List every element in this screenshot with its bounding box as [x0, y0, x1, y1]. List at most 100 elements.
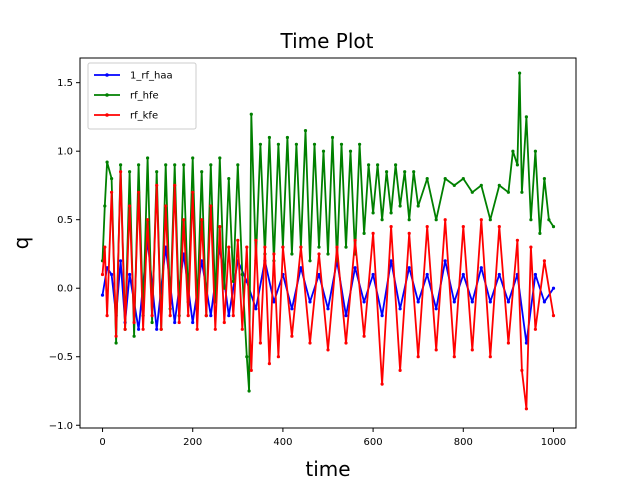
- data-point-rf_hfe: [103, 204, 107, 208]
- data-point-rf_kfe: [209, 204, 213, 208]
- data-point-rf_hfe: [173, 163, 177, 167]
- data-point-1_rf_haa: [344, 314, 348, 318]
- data-point-rf_hfe: [321, 149, 326, 153]
- data-point-rf_hfe: [538, 231, 542, 235]
- data-point-rf_hfe: [164, 163, 168, 167]
- data-point-rf_hfe: [551, 225, 556, 229]
- data-point-rf_hfe: [240, 272, 244, 277]
- data-point-rf_hfe: [110, 177, 114, 181]
- data-point-rf_kfe: [290, 334, 294, 338]
- data-point-rf_kfe: [110, 190, 114, 194]
- data-point-rf_hfe: [146, 156, 150, 160]
- legend-marker-rf_hfe: [105, 93, 109, 97]
- data-point-rf_hfe: [227, 177, 231, 181]
- data-point-rf_hfe: [114, 341, 118, 345]
- data-point-rf_kfe: [461, 225, 465, 229]
- data-point-rf_kfe: [123, 327, 127, 331]
- data-point-rf_hfe: [452, 183, 456, 187]
- data-point-rf_kfe: [191, 190, 195, 194]
- data-point-rf_hfe: [511, 149, 515, 153]
- data-point-rf_hfe: [533, 149, 538, 153]
- data-point-1_rf_haa: [416, 300, 420, 304]
- data-point-rf_hfe: [362, 231, 366, 235]
- data-point-rf_hfe: [155, 170, 159, 174]
- data-point-rf_kfe: [529, 245, 533, 249]
- data-point-rf_hfe: [367, 163, 371, 167]
- data-point-rf_kfe: [204, 314, 208, 318]
- data-point-rf_kfe: [533, 327, 538, 331]
- legend-marker-rf_kfe: [105, 113, 109, 117]
- data-point-rf_kfe: [218, 225, 222, 229]
- data-point-rf_kfe: [389, 225, 393, 229]
- data-point-rf_kfe: [434, 348, 438, 352]
- data-point-rf_kfe: [317, 252, 321, 256]
- legend-label: rf_kfe: [130, 111, 158, 122]
- data-point-rf_kfe: [497, 225, 501, 229]
- series-line-rf_kfe: [101, 170, 555, 410]
- data-point-rf_hfe: [267, 135, 271, 140]
- data-point-rf_kfe: [168, 314, 172, 318]
- chart-title: Time Plot: [280, 29, 374, 53]
- x-tick-label: 800: [454, 437, 473, 448]
- data-point-rf_kfe: [132, 320, 136, 325]
- data-point-rf_hfe: [348, 149, 353, 153]
- data-point-rf_hfe: [385, 170, 389, 174]
- data-point-1_rf_haa: [254, 307, 258, 311]
- data-point-1_rf_haa: [443, 259, 447, 263]
- data-point-rf_kfe: [515, 238, 520, 242]
- data-point-1_rf_haa: [100, 293, 105, 297]
- data-point-rf_hfe: [330, 135, 335, 140]
- data-point-rf_hfe: [358, 142, 362, 146]
- data-point-rf_kfe: [150, 314, 154, 318]
- data-point-rf_hfe: [128, 170, 132, 174]
- data-point-rf_hfe: [326, 252, 330, 256]
- data-point-rf_hfe: [218, 156, 222, 160]
- data-point-1_rf_haa: [227, 314, 231, 318]
- data-point-rf_kfe: [542, 259, 547, 263]
- data-point-rf_kfe: [105, 314, 109, 318]
- data-point-rf_kfe: [425, 225, 429, 229]
- data-point-rf_kfe: [159, 327, 163, 331]
- data-point-rf_hfe: [529, 218, 533, 222]
- data-point-1_rf_haa: [470, 300, 474, 304]
- data-point-rf_kfe: [254, 238, 258, 242]
- series-line-1_rf_haa: [101, 239, 555, 344]
- data-point-1_rf_haa: [452, 300, 456, 304]
- data-point-rf_kfe: [506, 341, 510, 345]
- data-point-rf_hfe: [150, 320, 154, 325]
- data-point-1_rf_haa: [362, 300, 366, 304]
- data-point-rf_kfe: [308, 341, 312, 345]
- data-point-1_rf_haa: [488, 300, 492, 304]
- data-point-rf_hfe: [303, 129, 308, 133]
- data-point-rf_kfe: [236, 238, 240, 242]
- data-point-1_rf_haa: [290, 307, 294, 311]
- data-point-rf_hfe: [236, 163, 240, 167]
- data-point-rf_kfe: [186, 314, 190, 318]
- data-point-rf_kfe: [137, 190, 141, 194]
- data-point-rf_kfe: [240, 327, 244, 331]
- data-point-rf_kfe: [177, 320, 181, 325]
- data-point-1_rf_haa: [389, 259, 393, 263]
- x-axis-ticks: 0 200 400 600 800 1000: [99, 428, 566, 448]
- data-point-rf_kfe: [231, 314, 235, 318]
- data-point-rf_hfe: [317, 245, 321, 249]
- data-point-1_rf_haa: [506, 300, 510, 304]
- data-point-rf_kfe: [353, 238, 357, 242]
- data-point-rf_hfe: [407, 218, 411, 222]
- data-point-1_rf_haa: [299, 266, 303, 270]
- x-tick-label: 0: [99, 437, 105, 448]
- data-point-1_rf_haa: [353, 266, 357, 270]
- data-point-rf_kfe: [100, 272, 105, 277]
- data-point-rf_kfe: [222, 320, 226, 325]
- data-point-rf_kfe: [146, 218, 150, 222]
- data-point-rf_kfe: [267, 362, 271, 366]
- data-point-rf_kfe: [326, 348, 330, 352]
- data-point-rf_hfe: [394, 163, 398, 167]
- data-point-rf_hfe: [398, 204, 402, 208]
- data-point-1_rf_haa: [398, 307, 402, 311]
- data-point-rf_hfe: [416, 204, 420, 208]
- x-tick-label: 400: [273, 437, 292, 448]
- data-point-rf_kfe: [524, 407, 529, 411]
- data-point-rf_kfe: [335, 245, 339, 249]
